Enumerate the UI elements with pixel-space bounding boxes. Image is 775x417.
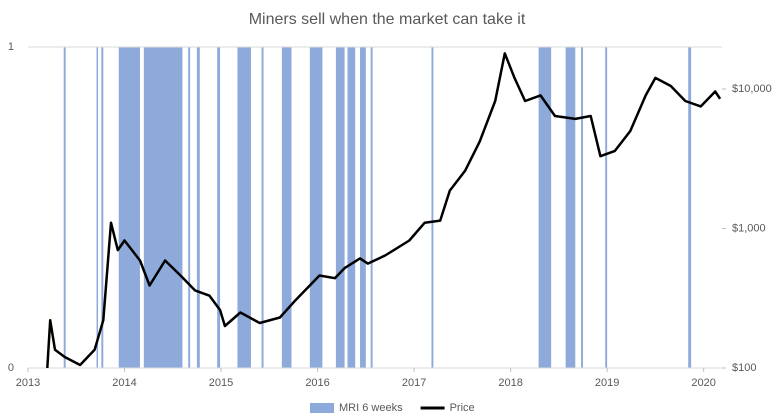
- x-tick-label: 2018: [498, 377, 522, 389]
- x-tick-label: 2019: [595, 377, 619, 389]
- mri-band: [63, 47, 66, 368]
- mri-band: [347, 47, 356, 368]
- mri-band: [118, 47, 140, 368]
- y-tick-label: 1: [8, 41, 14, 53]
- y2-tick-label: $100: [732, 362, 756, 374]
- mri-band: [217, 47, 221, 368]
- mri-band: [101, 47, 104, 368]
- mri-band: [281, 47, 292, 368]
- mri-band: [143, 47, 183, 368]
- x-tick-label: 2016: [305, 377, 329, 389]
- mri-band: [581, 47, 584, 368]
- mri-band: [688, 47, 692, 368]
- y-tick-label: 0: [8, 362, 14, 374]
- x-tick-label: 2014: [112, 377, 136, 389]
- mri-band: [309, 47, 323, 368]
- y2-tick-label: $1,000: [732, 222, 766, 234]
- x-tick-label: 2020: [691, 377, 715, 389]
- legend-label: MRI 6 weeks: [339, 402, 403, 414]
- mri-band: [261, 47, 264, 368]
- mri-band: [360, 47, 366, 368]
- y2-tick-label: $10,000: [732, 83, 772, 95]
- mri-band: [605, 47, 608, 368]
- chart-title: Miners sell when the market can take it: [249, 11, 526, 28]
- legend-swatch: [310, 403, 334, 413]
- x-tick-label: 2017: [402, 377, 426, 389]
- price-line: [46, 52, 722, 369]
- mri-band: [188, 47, 191, 368]
- mri-band: [237, 47, 251, 368]
- x-tick-label: 2013: [16, 377, 40, 389]
- mri-band: [431, 47, 434, 368]
- mri-band: [370, 47, 373, 368]
- mri-band: [335, 47, 345, 368]
- mri-band: [538, 47, 552, 368]
- x-tick-label: 2015: [209, 377, 233, 389]
- mri-band: [96, 47, 99, 368]
- legend-label: Price: [450, 402, 475, 414]
- mri-band: [565, 47, 576, 368]
- mri-band: [196, 47, 200, 368]
